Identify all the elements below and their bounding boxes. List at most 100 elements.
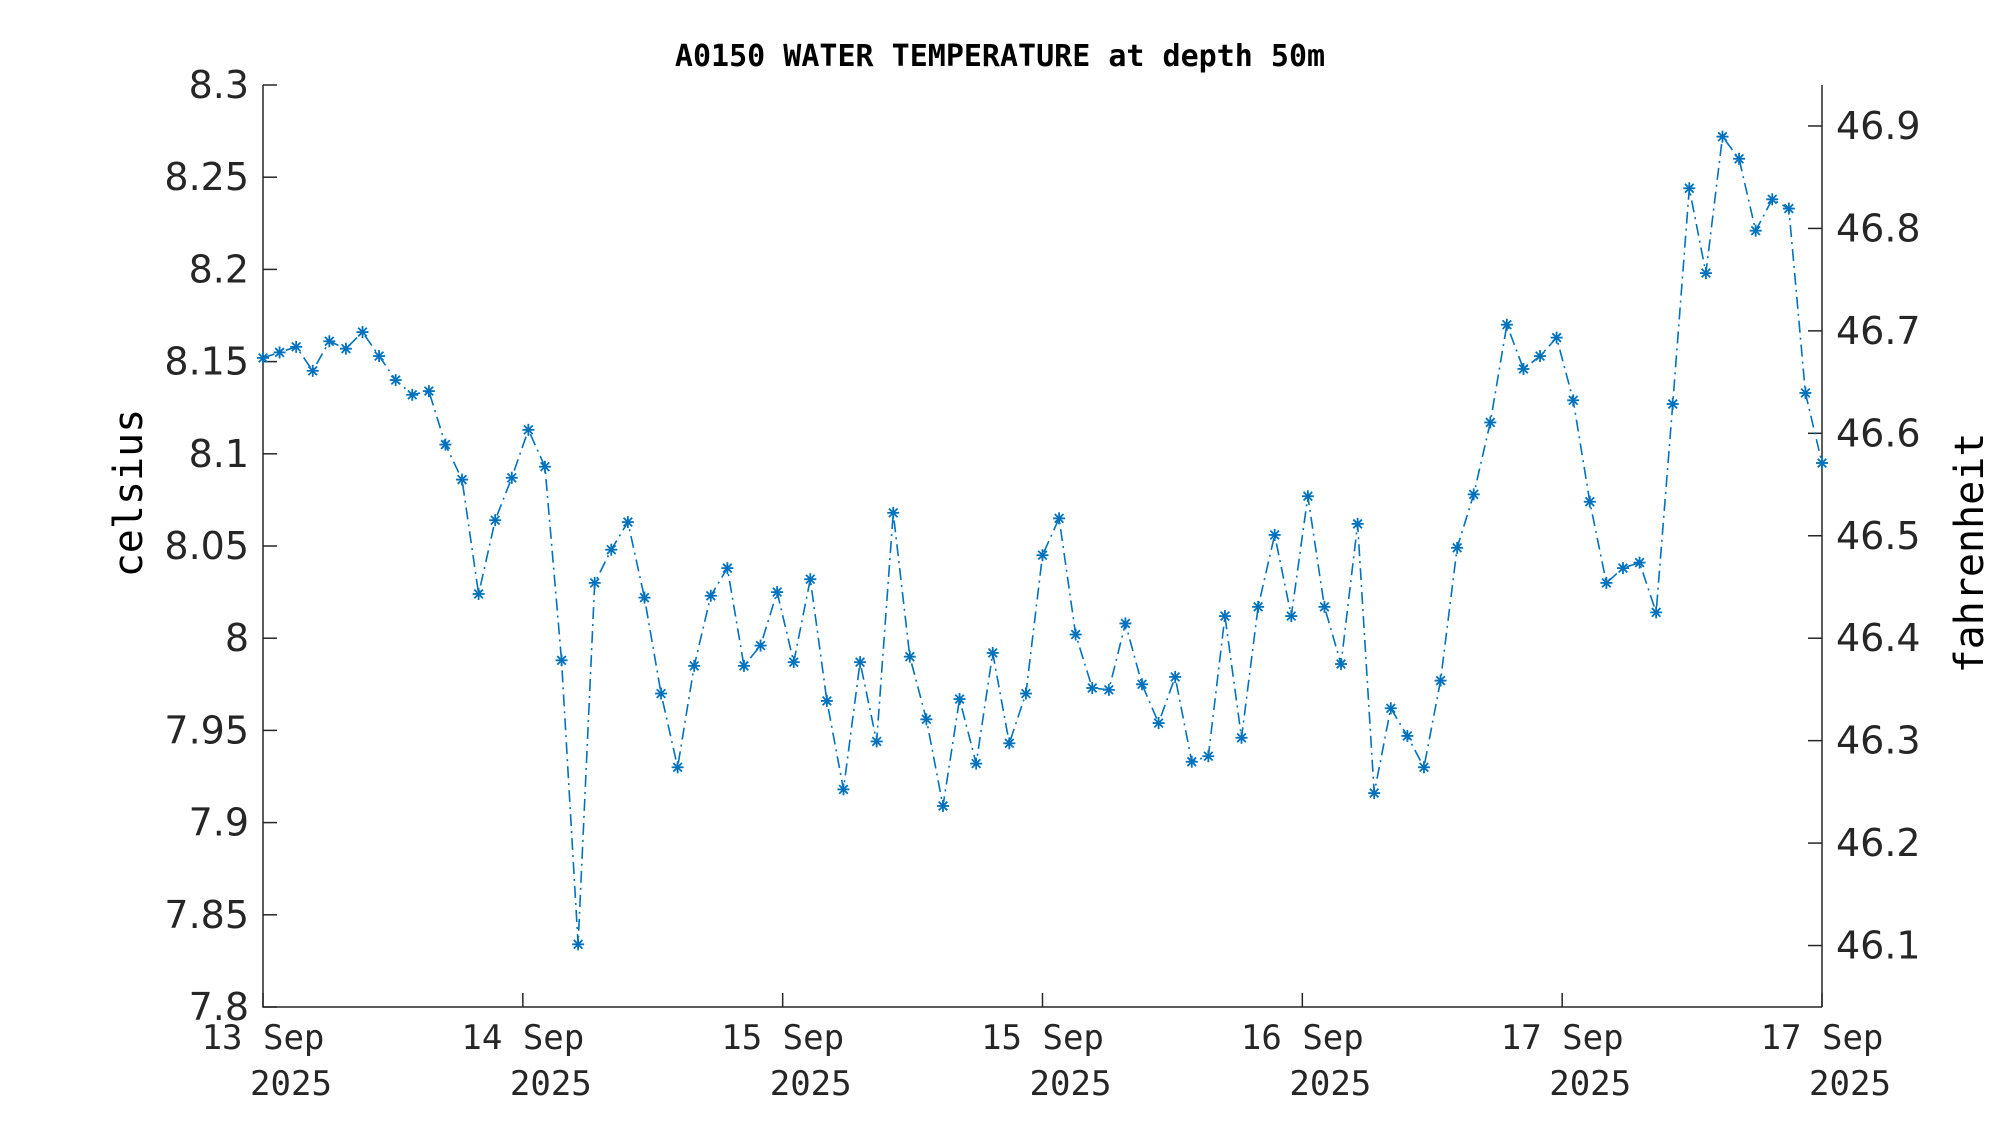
x-tick-label-date: 14 Sep [461,1018,584,1058]
y-left-tick-label: 8.1 [189,432,249,476]
marker-stroke [1750,225,1761,236]
marker-stroke [722,563,733,574]
data-point [1351,517,1364,530]
data-point [737,659,750,672]
data-point [456,473,469,486]
marker-stroke [556,655,567,666]
data-point [887,506,900,519]
marker-stroke [324,336,335,347]
y-left-tick-label: 8.15 [164,340,249,384]
plot-axes [262,85,1823,1008]
data-point [1451,541,1464,554]
marker-stroke [954,694,965,705]
x-tick-label-year: 2025 [510,1064,592,1104]
marker-stroke [291,341,302,352]
data-point [903,650,916,663]
data-point [522,423,535,436]
y-left-tick-label: 8.3 [189,63,249,107]
marker-stroke [258,352,268,363]
data-point [721,562,734,575]
marker-stroke [921,714,932,725]
marker-stroke [423,386,434,397]
data-point [572,938,585,951]
marker-stroke [1137,679,1147,690]
data-point [1185,755,1198,768]
y-right-tick-label: 46.7 [1836,309,1921,353]
y-right-tick-label: 46.5 [1836,514,1921,558]
marker-stroke [1568,395,1579,406]
marker-stroke [1468,489,1479,500]
data-point [936,800,949,813]
data-point [1301,490,1314,503]
x-tick-label-date: 15 Sep [981,1018,1104,1058]
marker-stroke [1717,131,1728,142]
y-right-tick-label: 46.6 [1836,411,1921,455]
data-point [339,342,352,355]
x-tick-label-date: 16 Sep [1241,1018,1364,1058]
data-point [953,693,966,706]
marker-stroke [1700,268,1711,279]
data-point [472,587,485,600]
data-point [1003,737,1016,750]
data-point [704,589,717,602]
data-point [1650,606,1663,619]
y-left-tick-label: 7.9 [189,801,249,845]
marker-stroke [1551,332,1562,343]
data-point [1152,717,1165,730]
marker-stroke [1800,387,1811,398]
marker-stroke [855,657,866,668]
data-point [605,543,618,556]
marker-stroke [573,939,584,950]
data-point [290,340,303,353]
data-point [1136,678,1149,691]
data-point [1335,658,1348,671]
data-point [1036,549,1049,562]
marker-stroke [606,544,617,555]
data-point [306,364,319,377]
series-layer [257,130,1828,951]
data-point [389,374,402,387]
data-point [754,639,767,652]
marker-stroke [1153,718,1164,728]
marker-stroke [1783,203,1794,214]
y-axis-left-ticks: 7.8 7.85 7.9 7.95 8 8.05 8.1 8.15 8.2 8.25 8.3 [164,63,277,1029]
marker-stroke [1667,399,1678,409]
data-point [1252,600,1265,613]
data-point [671,761,684,774]
marker-stroke [539,461,550,472]
data-point [1550,331,1563,344]
data-point [1102,683,1115,696]
marker-stroke [1302,491,1313,502]
marker-stroke [374,351,385,362]
marker-stroke [1485,417,1496,428]
marker-stroke [490,515,501,526]
x-tick-label-year: 2025 [1549,1064,1631,1104]
data-point [1285,610,1298,623]
data-point [1816,457,1828,470]
marker-stroke [1070,629,1081,640]
data-point [1384,702,1397,715]
marker-stroke [1651,607,1662,618]
data-point [1484,416,1497,429]
data-point [1268,528,1281,541]
data-point [505,471,518,484]
series-line [262,134,1823,945]
data-point [986,646,999,659]
marker-stroke [689,660,700,671]
marker-stroke [340,343,351,354]
marker-stroke [390,375,401,385]
marker-stroke [938,801,948,811]
data-point [1683,182,1696,195]
marker-stroke [1253,601,1264,612]
data-point [1766,193,1779,206]
marker-stroke [523,424,534,435]
marker-stroke [622,517,633,527]
marker-stroke [888,507,899,518]
data-point [1583,495,1596,508]
marker-stroke [1219,611,1230,622]
data-point [870,735,883,748]
data-point [1235,731,1248,744]
marker-stroke [1817,458,1827,468]
x-tick-label-year: 2025 [250,1064,332,1104]
